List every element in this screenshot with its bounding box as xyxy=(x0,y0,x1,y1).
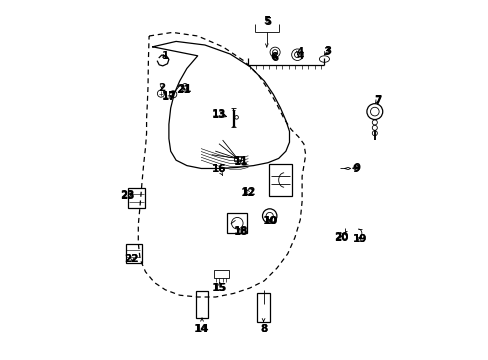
Text: 13: 13 xyxy=(212,110,226,120)
Text: 12: 12 xyxy=(241,187,256,197)
Text: 23: 23 xyxy=(120,191,135,201)
Text: 8: 8 xyxy=(260,324,267,334)
Text: 3: 3 xyxy=(324,46,331,56)
Text: 1: 1 xyxy=(162,51,168,61)
Text: 22: 22 xyxy=(123,254,138,264)
Text: 9: 9 xyxy=(352,163,360,174)
Text: 20: 20 xyxy=(334,232,348,242)
Text: 5: 5 xyxy=(263,15,270,26)
Text: 17: 17 xyxy=(161,92,176,102)
Text: 18: 18 xyxy=(233,226,247,237)
Text: 4: 4 xyxy=(296,47,304,57)
Text: 12: 12 xyxy=(241,188,255,198)
Text: 10: 10 xyxy=(263,216,278,226)
Text: 21: 21 xyxy=(177,84,191,94)
Text: 14: 14 xyxy=(194,324,209,334)
Text: 4: 4 xyxy=(296,51,304,61)
Text: 23: 23 xyxy=(121,190,135,201)
Text: 11: 11 xyxy=(233,156,247,166)
Text: 20: 20 xyxy=(334,233,348,243)
Text: 2: 2 xyxy=(158,83,165,93)
Text: 7: 7 xyxy=(373,95,381,105)
Text: 22: 22 xyxy=(123,254,138,264)
Text: 15: 15 xyxy=(212,283,227,293)
Text: 17: 17 xyxy=(161,91,176,101)
Text: 13: 13 xyxy=(212,109,226,120)
Text: 5: 5 xyxy=(264,17,271,27)
Text: 21: 21 xyxy=(176,85,190,95)
Text: 7: 7 xyxy=(373,96,381,106)
Text: 16: 16 xyxy=(212,164,226,174)
Text: 3: 3 xyxy=(323,47,330,57)
Text: 15: 15 xyxy=(212,283,226,293)
Text: 14: 14 xyxy=(194,324,208,334)
Text: 6: 6 xyxy=(271,53,278,63)
Text: 10: 10 xyxy=(262,216,276,226)
Text: 11: 11 xyxy=(233,157,247,167)
Text: 18: 18 xyxy=(233,227,247,237)
Text: 19: 19 xyxy=(352,234,366,244)
Text: 6: 6 xyxy=(270,51,278,62)
Text: 9: 9 xyxy=(352,164,359,174)
Text: 16: 16 xyxy=(212,164,226,174)
Text: 8: 8 xyxy=(260,324,267,334)
Text: 19: 19 xyxy=(352,234,366,244)
